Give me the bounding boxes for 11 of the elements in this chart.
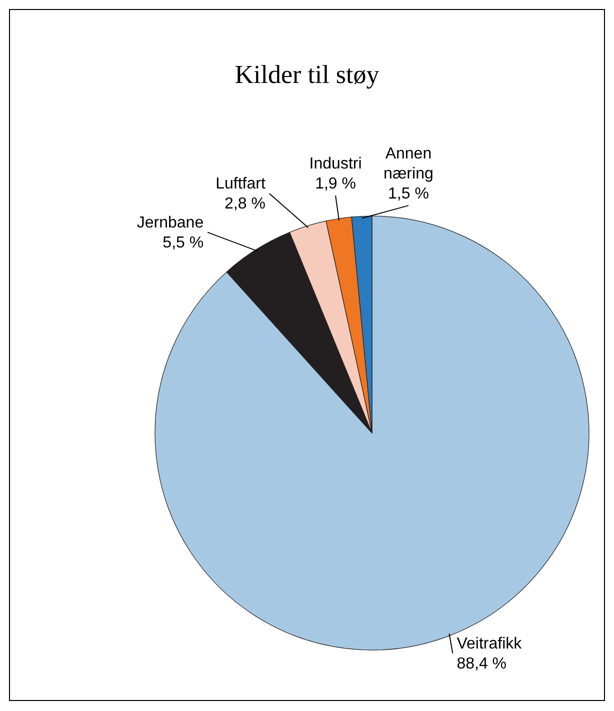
slice-label: Jernbane bbox=[136, 214, 204, 232]
data-label: 2,8 % bbox=[224, 196, 266, 213]
slice-label: Industri bbox=[309, 156, 362, 173]
data-label: 1,9 % bbox=[315, 176, 356, 193]
data-label: 1,5 % bbox=[388, 186, 429, 203]
chart-title: Kilder til støy bbox=[234, 60, 380, 89]
slice-label: Annen næring bbox=[384, 146, 434, 183]
slice-label: Veitrafikk bbox=[456, 635, 523, 652]
data-label: 88,4 % bbox=[456, 655, 507, 672]
data-label: 5,5 % bbox=[162, 234, 204, 252]
slice-label: Luftfart bbox=[216, 176, 266, 193]
